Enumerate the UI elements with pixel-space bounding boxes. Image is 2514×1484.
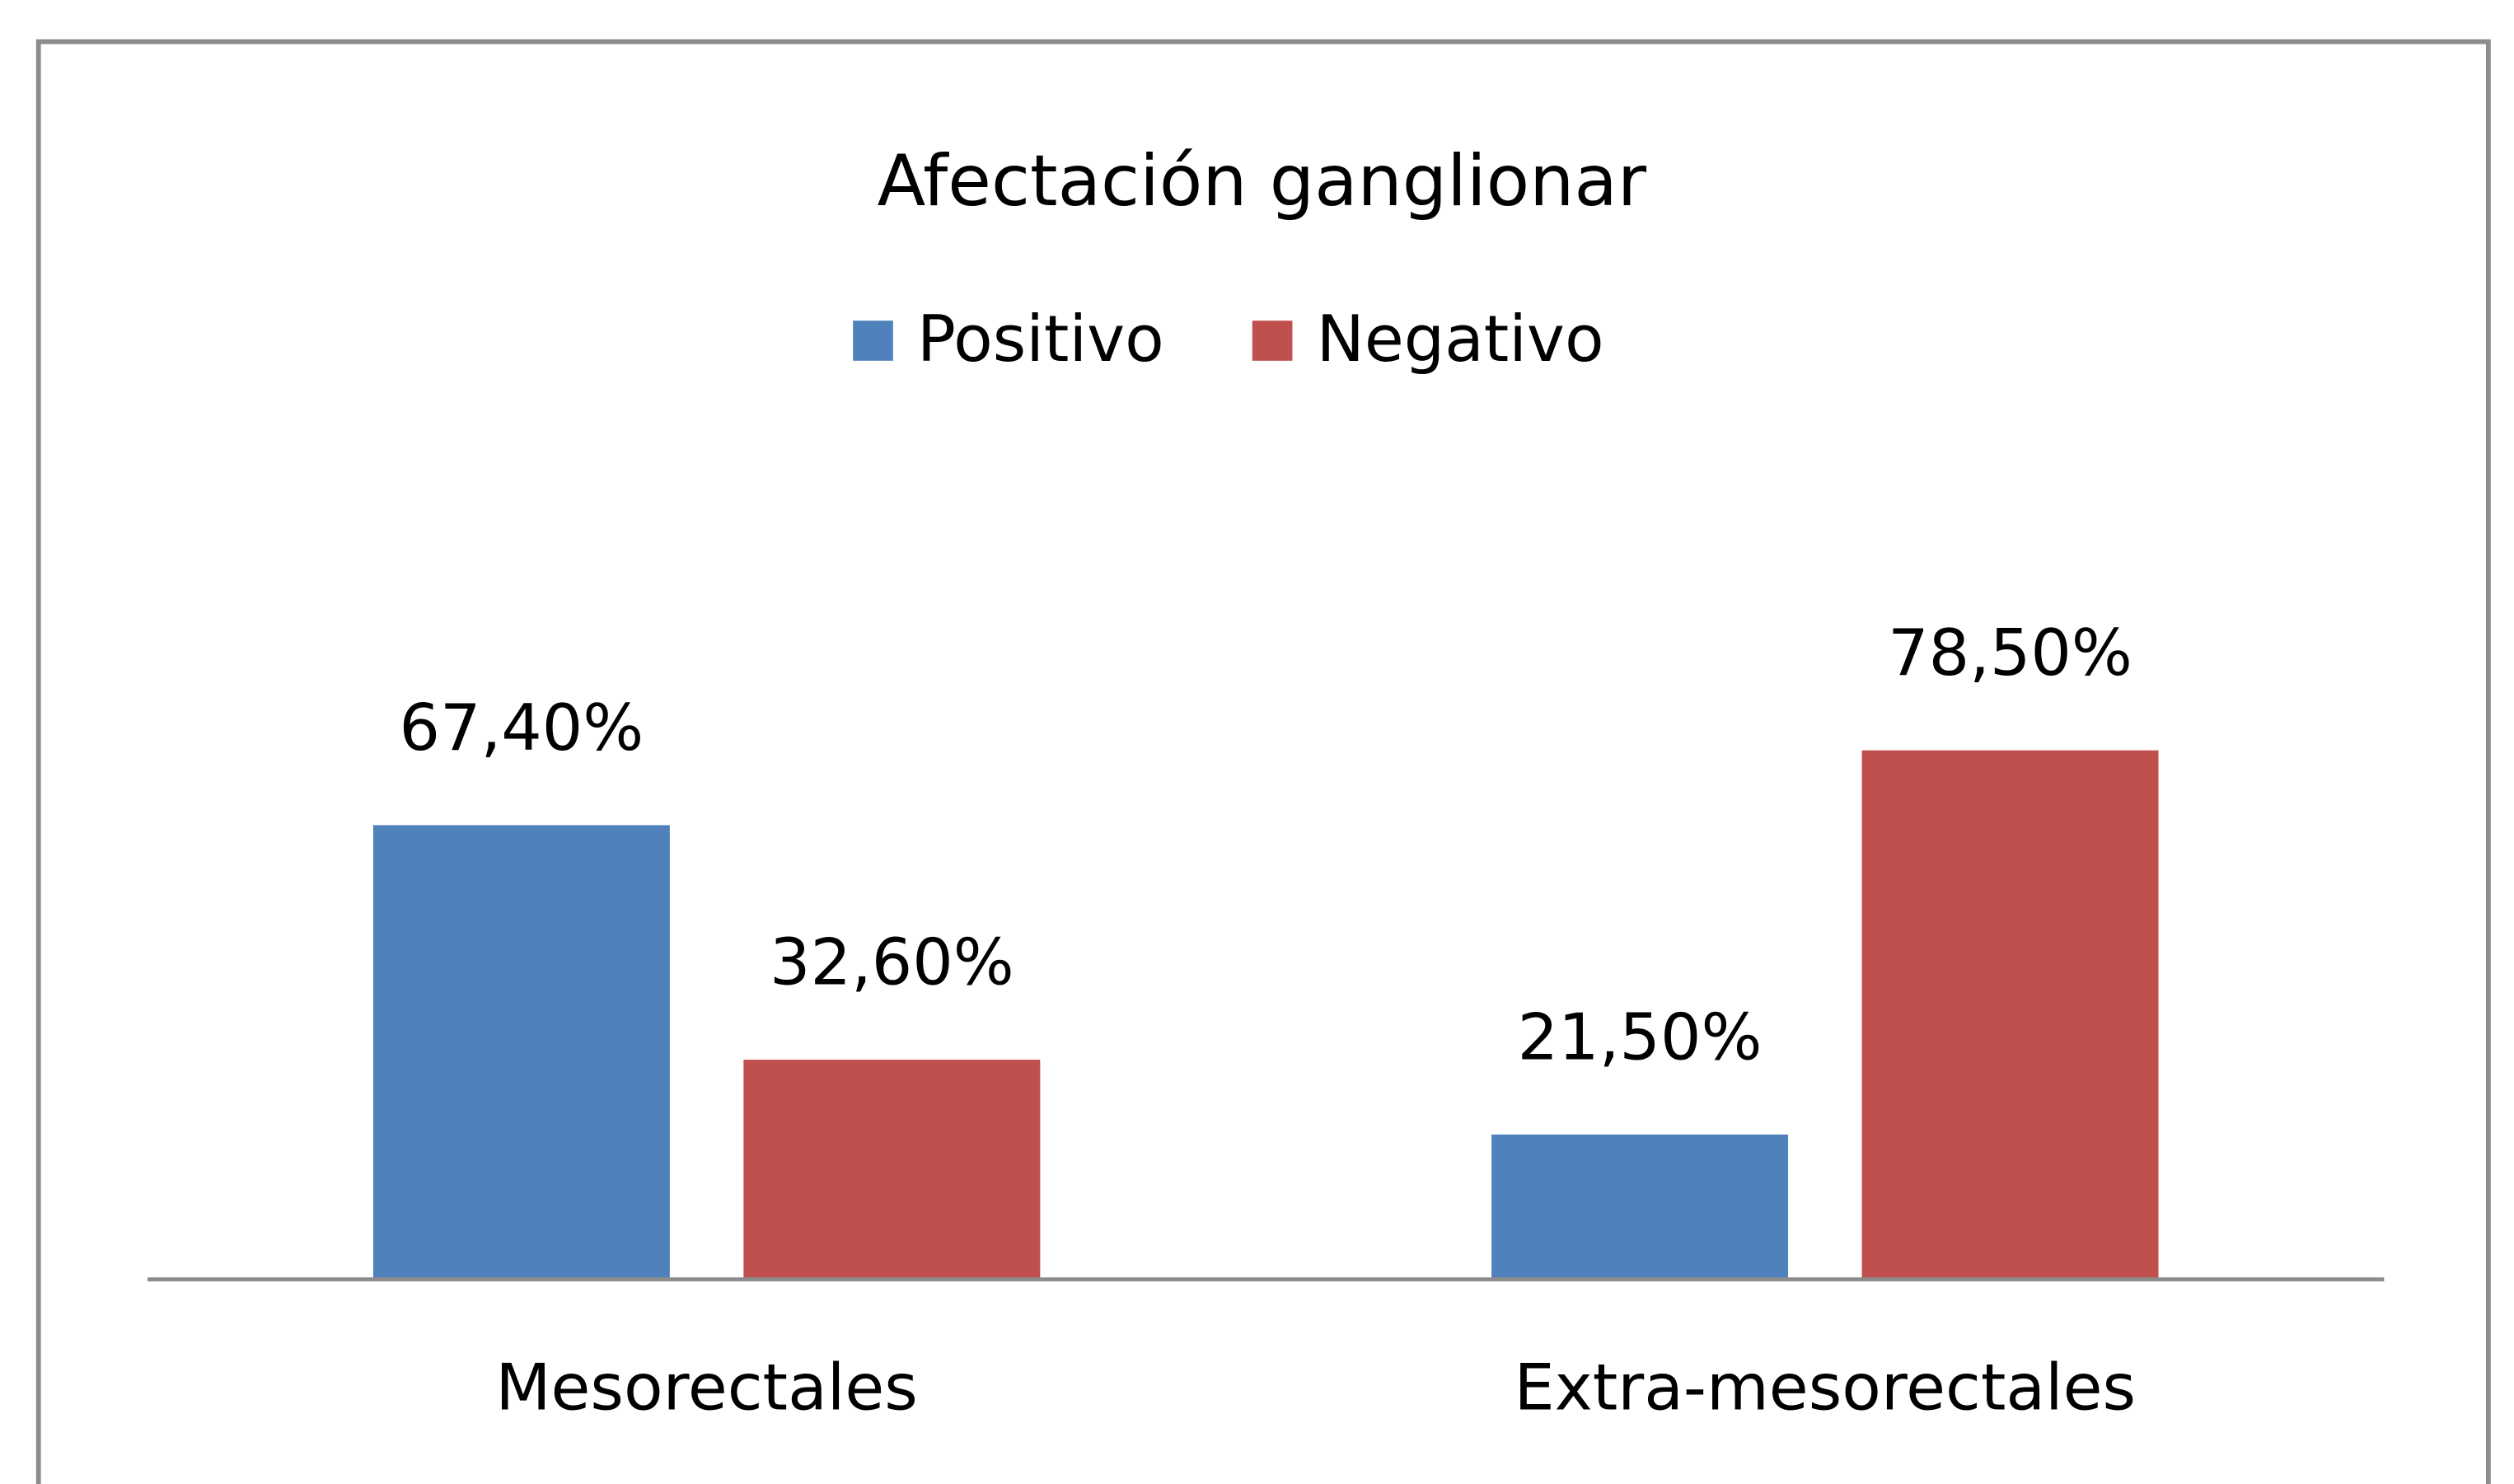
bar (1491, 1134, 1789, 1280)
value-label: 78,50% (1888, 616, 2132, 691)
value-label: 21,50% (1518, 1000, 1763, 1074)
bar (372, 825, 670, 1280)
value-label: 67,40% (399, 691, 644, 765)
legend-swatch (1252, 321, 1293, 361)
x-tick-label: Mesorectales (495, 1351, 917, 1425)
value-label: 32,60% (770, 926, 1014, 1000)
chart-title: Afectación ganglionar (878, 141, 1647, 222)
bar (743, 1060, 1041, 1280)
legend-label: Positivo (917, 302, 1164, 377)
bar (1861, 750, 2159, 1280)
x-tick-label: Extra-mesorectales (1514, 1351, 2136, 1425)
legend-swatch (853, 321, 893, 361)
legend-label: Negativo (1317, 302, 1604, 377)
